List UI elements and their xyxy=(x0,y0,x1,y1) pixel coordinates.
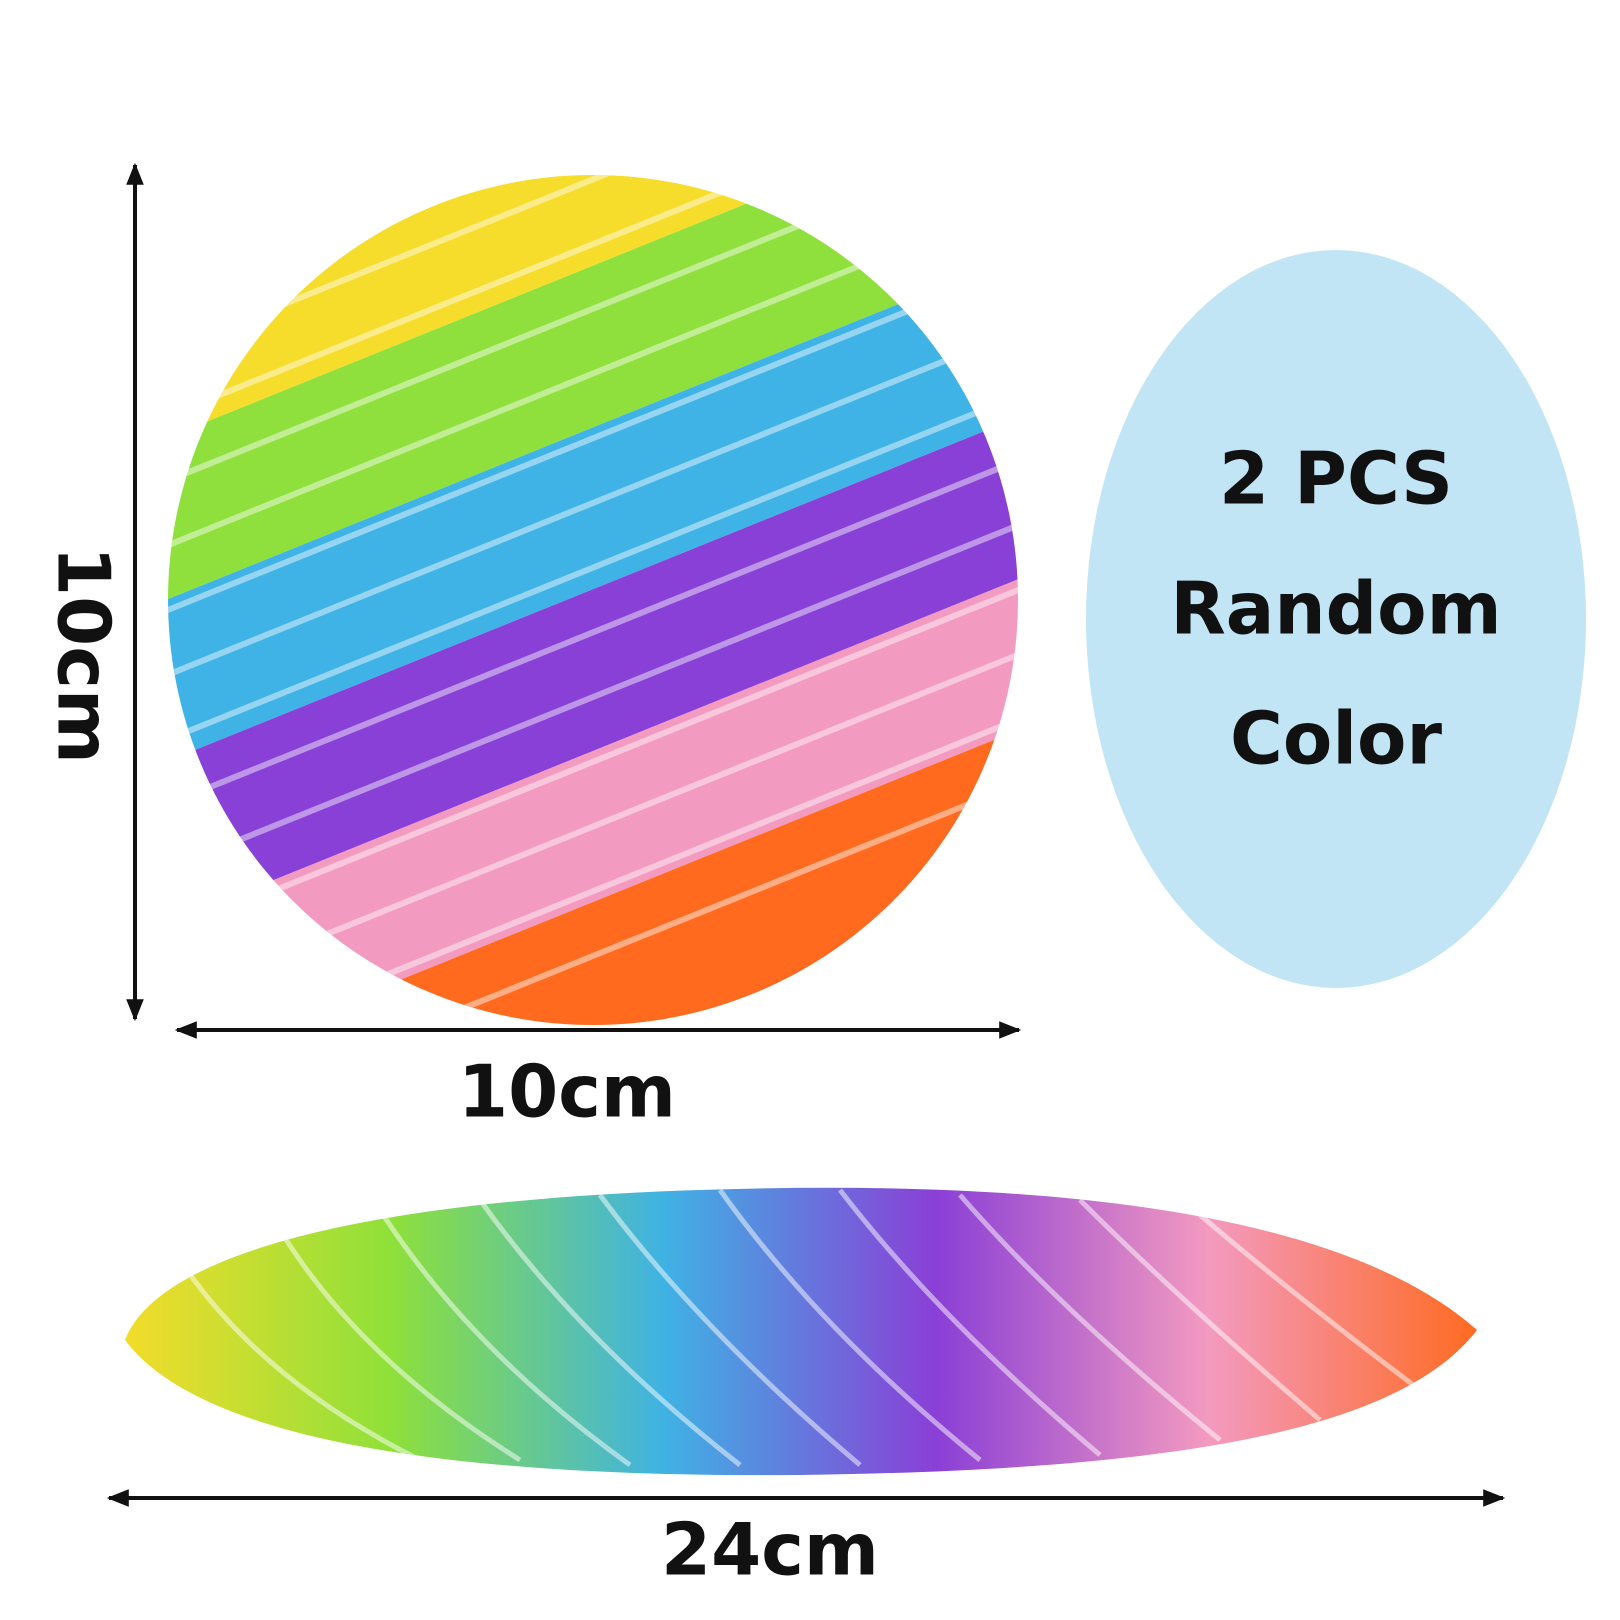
badge-line: Color xyxy=(1230,697,1442,781)
height-label: 10cm xyxy=(41,546,125,764)
toy-ball xyxy=(168,175,1018,1025)
badge xyxy=(1086,250,1586,988)
toy-stretched xyxy=(125,1187,1477,1476)
length-label: 24cm xyxy=(661,1508,879,1592)
badge-line: Random xyxy=(1170,567,1501,651)
badge-line: 2 PCS xyxy=(1219,437,1453,521)
width-label: 10cm xyxy=(458,1050,676,1134)
